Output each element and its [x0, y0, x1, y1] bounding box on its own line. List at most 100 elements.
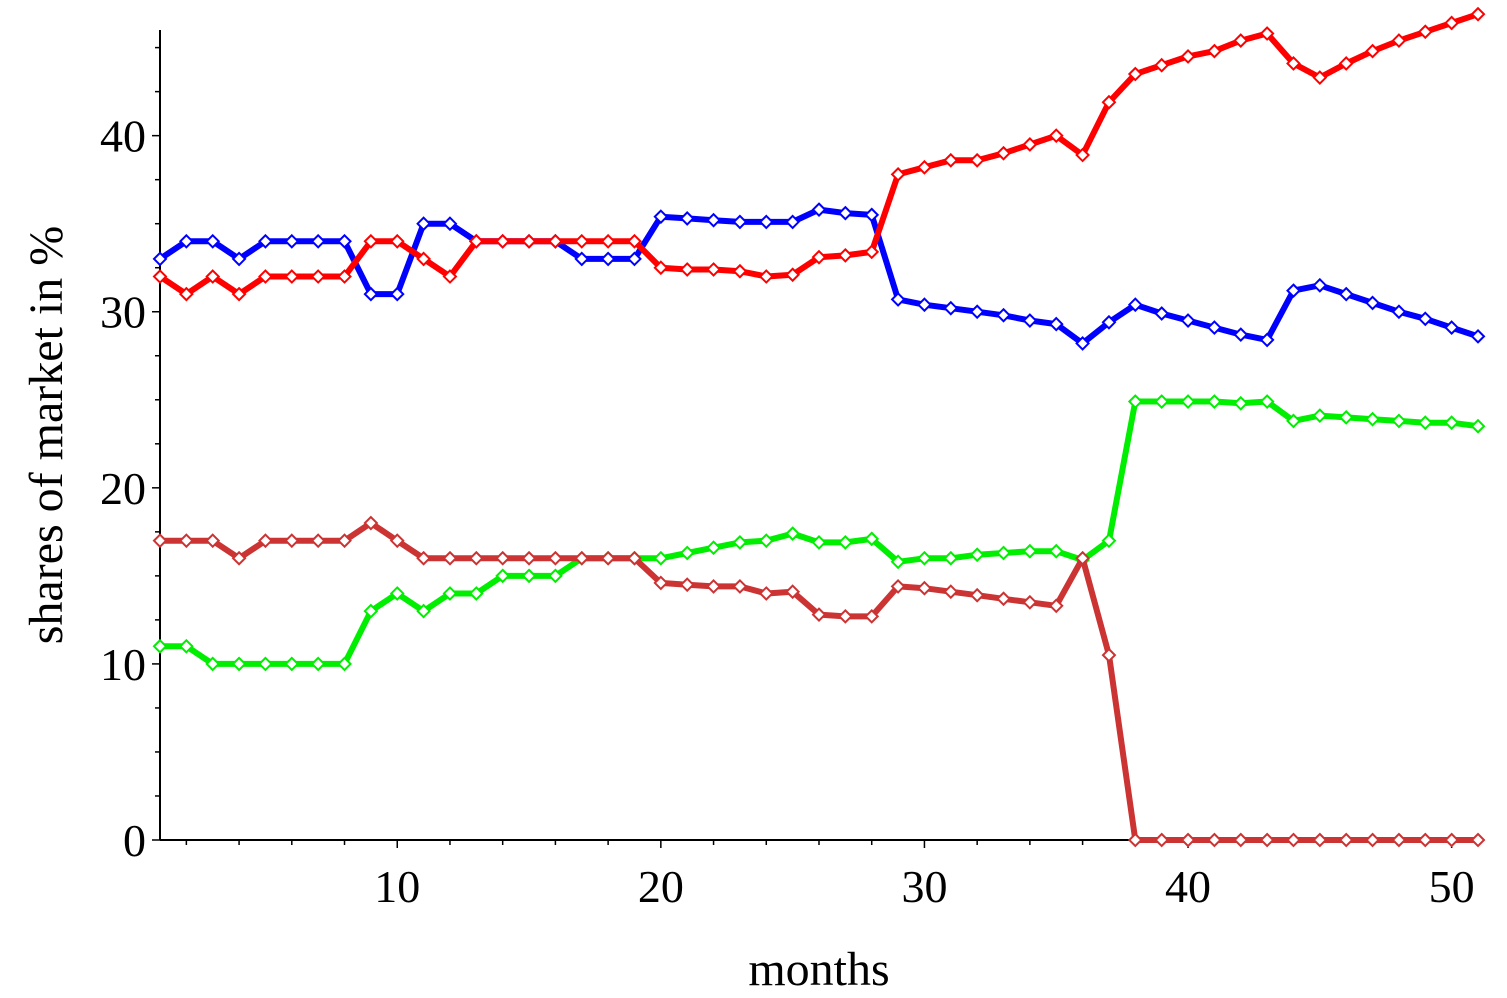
x-axis-label: months [748, 943, 889, 996]
y-tick-label: 10 [100, 639, 146, 690]
data-point-green [442, 586, 458, 601]
data-point-brown [1312, 832, 1328, 848]
data-point-blue [996, 307, 1011, 323]
data-point-red [706, 262, 721, 277]
data-point-red [389, 233, 405, 249]
data-point-green [337, 656, 352, 672]
data-point-red [442, 269, 458, 284]
data-point-brown [706, 579, 721, 594]
data-point-green [1127, 394, 1143, 409]
data-point-green [811, 534, 827, 550]
data-point-brown [811, 607, 827, 623]
data-point-brown [205, 533, 221, 549]
data-point-red [1154, 57, 1170, 73]
data-point-red [547, 233, 563, 249]
data-point-blue [1470, 328, 1486, 344]
data-point-brown [416, 550, 432, 566]
data-point-red [969, 152, 985, 168]
data-point-blue [416, 216, 432, 232]
data-point-green [1417, 415, 1433, 431]
data-point-green [1180, 394, 1196, 409]
data-point-red [1206, 43, 1222, 59]
data-point-blue [1286, 283, 1301, 299]
data-point-brown [890, 579, 906, 594]
data-point-red [337, 269, 352, 284]
data-point-red [1022, 137, 1038, 152]
data-point-red [1444, 15, 1460, 31]
data-point-red [1286, 56, 1301, 71]
data-point-brown [547, 550, 563, 566]
data-point-brown [864, 608, 880, 624]
data-point-red [1365, 43, 1380, 59]
data-point-red [468, 233, 484, 249]
x-axis: 10 20 30 40 50 [160, 839, 1478, 912]
data-point-green [1233, 395, 1249, 411]
x-tick-label: 40 [1165, 861, 1211, 912]
data-point-green [1365, 411, 1380, 427]
data-point-green [653, 550, 669, 566]
data-point-green [679, 545, 695, 561]
data-point-blue [758, 214, 774, 230]
data-point-red [1233, 33, 1249, 48]
series-brown [152, 515, 1486, 848]
data-point-blue [363, 286, 379, 302]
data-point-brown [152, 533, 168, 549]
data-point-blue [1259, 332, 1275, 348]
data-point-blue [310, 233, 326, 249]
data-point-brown [600, 550, 616, 566]
data-point-green [1470, 418, 1486, 434]
data-point-blue [152, 251, 168, 267]
data-point-red [1312, 70, 1328, 85]
data-point-red [837, 247, 853, 263]
data-point-brown [310, 533, 326, 549]
data-point-green [969, 547, 985, 563]
series-blue [152, 202, 1486, 351]
data-point-brown [1259, 832, 1275, 848]
data-point-blue [811, 202, 827, 218]
data-point-green [1101, 533, 1117, 549]
data-point-red [363, 233, 379, 249]
data-point-blue [627, 251, 642, 267]
data-point-green [1312, 408, 1328, 424]
data-point-blue [1180, 313, 1196, 328]
data-point-blue [1127, 297, 1143, 313]
data-point-brown [495, 550, 511, 566]
data-point-red [1048, 128, 1064, 144]
data-point-blue [785, 214, 801, 230]
data-point-green [389, 586, 405, 601]
series-green [152, 394, 1486, 672]
data-point-blue [600, 251, 616, 267]
data-point-blue [1391, 304, 1407, 320]
y-axis-label: shares of market in % [20, 226, 73, 645]
data-point-red [1075, 147, 1091, 163]
data-point-red [600, 233, 616, 249]
data-point-blue [231, 251, 247, 267]
data-point-brown [284, 533, 300, 549]
data-point-red [495, 233, 511, 249]
data-point-green [310, 656, 326, 672]
data-point-brown [627, 550, 642, 566]
data-point-blue [1233, 327, 1249, 343]
data-point-brown [231, 550, 247, 566]
data-point-red [152, 269, 168, 284]
data-point-red [890, 166, 906, 182]
data-point-blue [1075, 336, 1091, 351]
data-point-blue [284, 233, 300, 249]
data-point-brown [917, 580, 932, 596]
data-point-red [416, 251, 432, 267]
data-point-green [468, 586, 484, 601]
y-tick-label: 20 [100, 463, 146, 514]
data-point-green [917, 550, 932, 566]
data-point-brown [1048, 598, 1064, 614]
data-point-red [732, 263, 748, 279]
x-tick-label: 20 [638, 861, 684, 912]
data-point-blue [969, 304, 985, 320]
data-point-green [363, 603, 379, 619]
data-point-blue [1206, 320, 1222, 336]
data-point-green [1391, 413, 1407, 429]
data-point-red [1417, 24, 1433, 40]
data-point-blue [178, 233, 194, 249]
data-point-green [1444, 415, 1460, 431]
data-point-green [416, 603, 432, 619]
series-layer [152, 6, 1486, 848]
